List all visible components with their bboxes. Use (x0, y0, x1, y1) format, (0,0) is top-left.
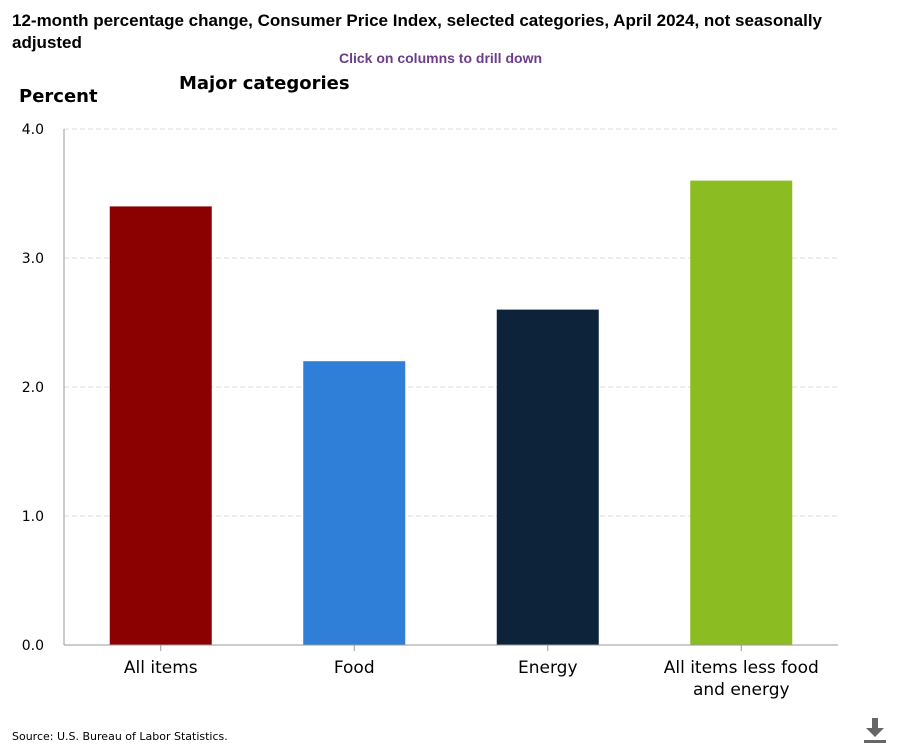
x-tick-label: All items (124, 658, 198, 678)
y-tick-label: 1.0 (22, 509, 44, 525)
bar-chart: 0.01.02.03.04.0 All items Food Energy All i… (22, 122, 838, 700)
axes (63, 129, 838, 651)
drill-down-hint[interactable]: Click on columns to drill down (339, 50, 543, 66)
bar-all-items[interactable] (109, 206, 212, 645)
x-tick-label: Energy (518, 658, 578, 678)
y-tick-labels: 0.0 1.0 2.0 3.0 4.0 (22, 122, 44, 654)
y-axis-label: Percent (19, 86, 98, 107)
bar-energy[interactable] (496, 309, 599, 645)
x-tick-label: Food (334, 658, 375, 678)
chart-title: 12-month percentage change, Consumer Pri… (12, 11, 822, 52)
download-icon[interactable] (862, 716, 888, 744)
y-tick-label: 0.0 (22, 638, 44, 654)
source-note: Source: U.S. Bureau of Labor Statistics. (12, 730, 228, 743)
bar-all-items-less-food-and-energy[interactable] (690, 180, 793, 645)
y-tick-label: 2.0 (22, 380, 44, 396)
x-tick-labels: All items Food Energy All items less food an… (124, 658, 819, 700)
y-tick-label: 3.0 (22, 251, 44, 267)
chart-subtitle: Major categories (179, 73, 350, 94)
x-tick-label: All items less food and energy (664, 658, 819, 700)
y-tick-label: 4.0 (22, 122, 44, 138)
bars[interactable] (109, 180, 793, 645)
bar-food[interactable] (303, 361, 406, 645)
